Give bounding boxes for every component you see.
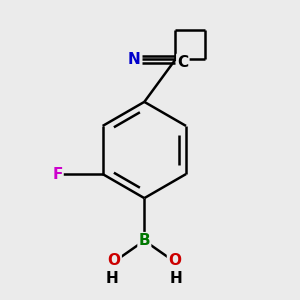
Text: H: H [170,271,183,286]
Text: B: B [139,233,150,248]
Text: H: H [106,271,119,286]
Text: N: N [128,52,140,67]
Text: O: O [108,253,121,268]
Text: F: F [52,167,62,182]
Text: C: C [177,55,188,70]
Text: O: O [168,253,181,268]
